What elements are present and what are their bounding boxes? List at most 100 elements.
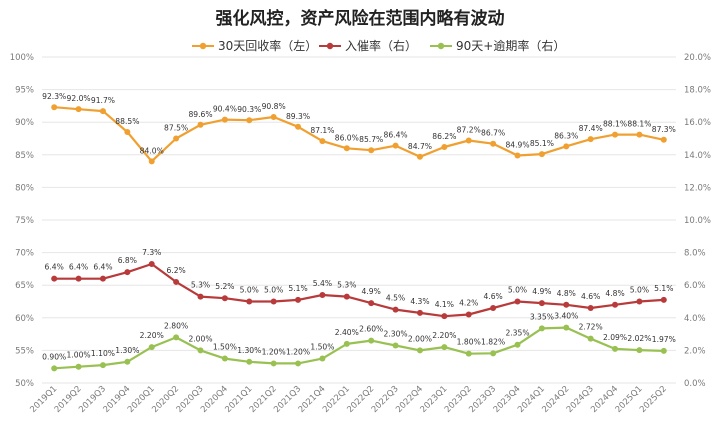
data-point xyxy=(270,113,277,120)
data-label: 84.9% xyxy=(505,140,529,149)
data-label: 2.35% xyxy=(505,329,529,338)
data-point xyxy=(441,313,448,320)
data-point xyxy=(587,136,594,143)
data-point xyxy=(246,117,253,124)
data-point xyxy=(173,278,180,285)
data-point xyxy=(295,123,302,130)
data-label: 90.8% xyxy=(262,102,286,111)
left-y-tick-label: 100% xyxy=(10,53,34,63)
data-label: 4.6% xyxy=(581,292,600,301)
data-point xyxy=(197,347,204,354)
data-point xyxy=(368,300,375,307)
data-label: 4.9% xyxy=(362,287,381,296)
data-label: 4.5% xyxy=(386,294,405,303)
right-y-tick-label: 14.0% xyxy=(684,151,711,161)
data-point xyxy=(99,362,106,369)
right-y-axis: 0.0% 2.0% 4.0% 6.0% 8.0% 10.0% 12.0% 14.0% 16.0%… xyxy=(684,53,711,389)
data-point xyxy=(660,136,667,143)
right-y-tick-label: 10.0% xyxy=(684,216,711,226)
data-point xyxy=(490,140,497,147)
data-point xyxy=(197,293,204,300)
data-point xyxy=(124,269,131,276)
data-point xyxy=(343,145,350,152)
data-label: 4.6% xyxy=(483,292,502,301)
data-label: 6.8% xyxy=(118,256,137,265)
data-label: 5.0% xyxy=(630,286,649,295)
data-point xyxy=(514,152,521,159)
data-label: 1.30% xyxy=(115,346,139,355)
data-label: 0.90% xyxy=(42,352,66,361)
left-y-tick-label: 75% xyxy=(15,216,34,226)
right-y-tick-label: 2.0% xyxy=(684,346,706,356)
data-label: 2.72% xyxy=(579,323,603,332)
data-label: 90.3% xyxy=(237,105,261,114)
data-point xyxy=(51,275,58,282)
data-label: 86.3% xyxy=(554,131,578,140)
data-label: 4.3% xyxy=(410,297,429,306)
data-label: 86.4% xyxy=(384,131,408,140)
legend-marker xyxy=(326,42,334,50)
legend-label: 30天回收率（左） xyxy=(218,38,317,53)
data-label: 92.3% xyxy=(42,92,66,101)
data-label: 6.4% xyxy=(93,263,112,272)
data-point xyxy=(392,342,399,349)
right-y-tick-label: 16.0% xyxy=(684,118,711,128)
data-label: 87.1% xyxy=(310,126,334,135)
data-point xyxy=(343,293,350,300)
data-point xyxy=(270,298,277,305)
data-point xyxy=(124,128,131,135)
left-y-tick-label: 90% xyxy=(15,118,34,128)
data-label: 2.40% xyxy=(335,328,359,337)
data-label: 2.00% xyxy=(188,334,212,343)
data-label: 2.20% xyxy=(432,331,456,340)
data-point xyxy=(295,296,302,303)
data-point xyxy=(319,138,326,145)
data-label: 1.50% xyxy=(310,343,334,352)
data-point xyxy=(343,340,350,347)
data-label: 4.1% xyxy=(435,300,454,309)
data-point xyxy=(197,121,204,128)
data-point xyxy=(221,355,228,362)
left-y-tick-label: 95% xyxy=(15,86,34,96)
legend-marker xyxy=(437,42,445,50)
data-label: 2.09% xyxy=(603,333,627,342)
data-point xyxy=(563,143,570,150)
data-point xyxy=(416,309,423,316)
left-y-tick-label: 60% xyxy=(15,314,34,324)
data-label: 88.1% xyxy=(603,120,627,129)
data-label: 90.4% xyxy=(213,105,237,114)
data-point xyxy=(538,300,545,307)
data-label: 5.0% xyxy=(508,286,527,295)
data-label: 87.5% xyxy=(164,124,188,133)
series-line xyxy=(54,326,664,370)
legend-marker xyxy=(199,42,207,50)
data-label: 1.20% xyxy=(286,347,310,356)
data-point xyxy=(75,363,82,370)
data-point xyxy=(148,261,155,268)
data-label: 4.8% xyxy=(557,289,576,298)
data-label: 1.97% xyxy=(652,335,676,344)
data-point xyxy=(148,158,155,165)
data-point xyxy=(295,360,302,367)
data-label: 6.4% xyxy=(69,263,88,272)
data-point xyxy=(636,298,643,305)
data-point xyxy=(221,295,228,302)
left-y-tick-label: 70% xyxy=(15,249,34,259)
data-label: 6.4% xyxy=(45,263,64,272)
x-tick-label: 2025Q2 xyxy=(638,384,669,415)
data-label: 7.3% xyxy=(142,248,161,257)
data-label: 5.0% xyxy=(240,286,259,295)
data-label: 87.2% xyxy=(457,125,481,134)
right-y-tick-label: 6.0% xyxy=(684,281,706,291)
data-label: 5.3% xyxy=(337,281,356,290)
data-label: 84.7% xyxy=(408,142,432,151)
data-point xyxy=(368,337,375,344)
right-y-tick-label: 8.0% xyxy=(684,249,706,259)
data-label: 2.02% xyxy=(627,334,651,343)
data-point xyxy=(490,350,497,357)
data-label: 1.50% xyxy=(213,343,237,352)
series-1: 92.3% 92.0% 91.7% 88.5% 84.0% 87.5%89.6%90.4%… xyxy=(42,92,676,165)
data-point xyxy=(416,153,423,160)
legend-label: 90天+逾期率（右） xyxy=(456,38,565,53)
data-label: 3.35% xyxy=(530,312,554,321)
